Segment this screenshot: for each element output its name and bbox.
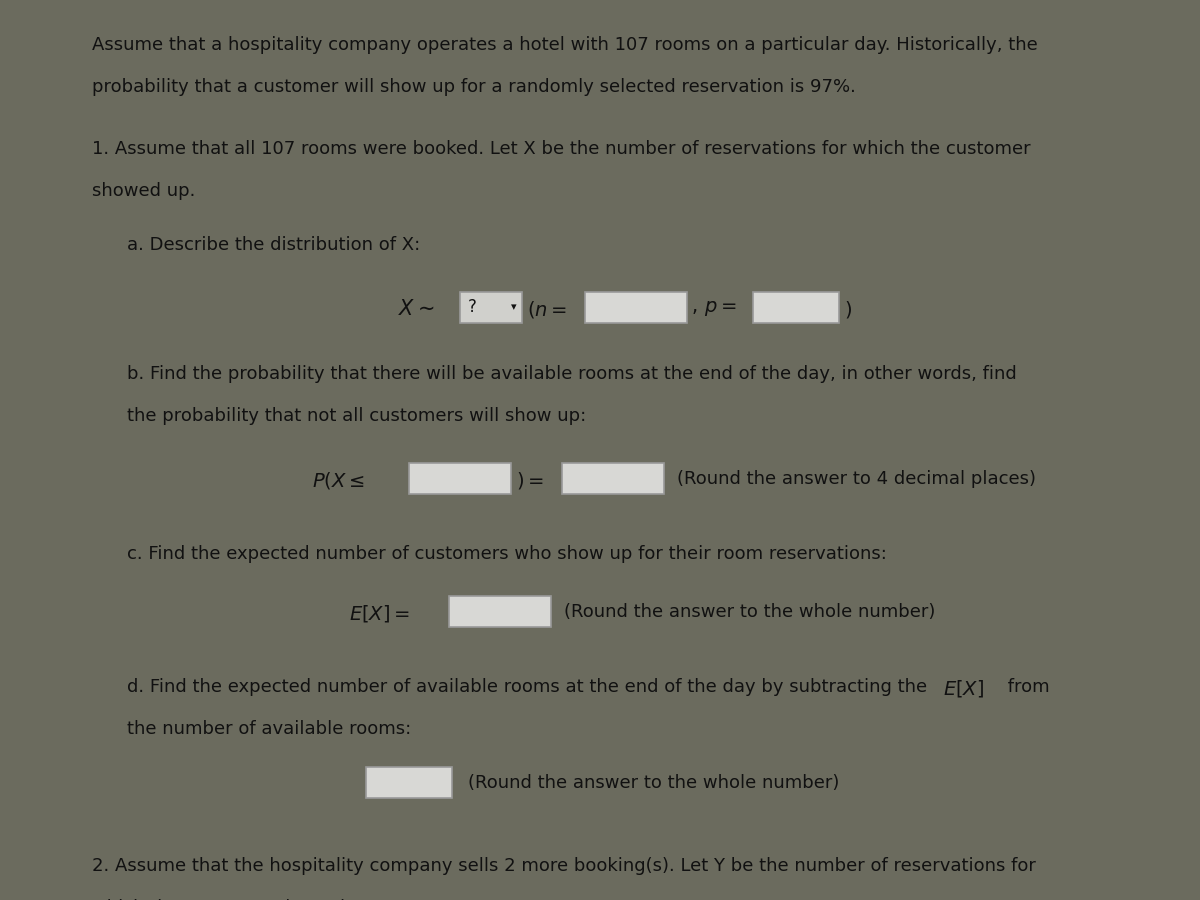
Text: $,\, p =$: $,\, p =$ [691, 299, 737, 318]
Text: a. Describe the distribution of X:: a. Describe the distribution of X: [127, 236, 420, 254]
Text: Assume that a hospitality company operates a hotel with 107 rooms on a particula: Assume that a hospitality company operat… [91, 36, 1038, 54]
Text: $P(X \leq$: $P(X \leq$ [312, 470, 365, 490]
Text: $E[X] =$: $E[X] =$ [349, 603, 410, 624]
Text: 1. Assume that all 107 rooms were booked. Let X be the number of reservations fo: 1. Assume that all 107 rooms were booked… [91, 140, 1031, 158]
Text: $E[X]$: $E[X]$ [943, 678, 984, 699]
Text: $(n =$: $(n =$ [527, 299, 566, 320]
Text: ▾: ▾ [511, 302, 517, 312]
Text: 2. Assume that the hospitality company sells 2 more booking(s). Let Y be the num: 2. Assume that the hospitality company s… [91, 858, 1036, 876]
Text: the number of available rooms:: the number of available rooms: [127, 720, 412, 738]
Text: which the customer showed up.: which the customer showed up. [91, 899, 379, 900]
Text: d. Find the expected number of available rooms at the end of the day by subtract: d. Find the expected number of available… [127, 678, 934, 696]
Text: (Round the answer to 4 decimal places): (Round the answer to 4 decimal places) [677, 470, 1036, 488]
Text: ?: ? [468, 299, 481, 317]
Text: $) =$: $) =$ [516, 470, 544, 490]
FancyBboxPatch shape [562, 463, 664, 494]
Text: the probability that not all customers will show up:: the probability that not all customers w… [127, 407, 587, 425]
FancyBboxPatch shape [366, 767, 451, 798]
Text: from: from [1002, 678, 1050, 696]
Text: $X \sim$: $X \sim$ [397, 299, 434, 319]
Text: showed up.: showed up. [91, 182, 196, 200]
FancyBboxPatch shape [754, 292, 839, 323]
FancyBboxPatch shape [460, 292, 522, 323]
Text: c. Find the expected number of customers who show up for their room reservations: c. Find the expected number of customers… [127, 544, 887, 562]
Text: b. Find the probability that there will be available rooms at the end of the day: b. Find the probability that there will … [127, 365, 1016, 383]
Text: $)$: $)$ [844, 299, 852, 320]
Text: (Round the answer to the whole number): (Round the answer to the whole number) [564, 603, 936, 621]
Text: (Round the answer to the whole number): (Round the answer to the whole number) [468, 774, 839, 792]
FancyBboxPatch shape [584, 292, 686, 323]
FancyBboxPatch shape [449, 596, 551, 627]
Text: probability that a customer will show up for a randomly selected reservation is : probability that a customer will show up… [91, 77, 856, 95]
FancyBboxPatch shape [408, 463, 510, 494]
